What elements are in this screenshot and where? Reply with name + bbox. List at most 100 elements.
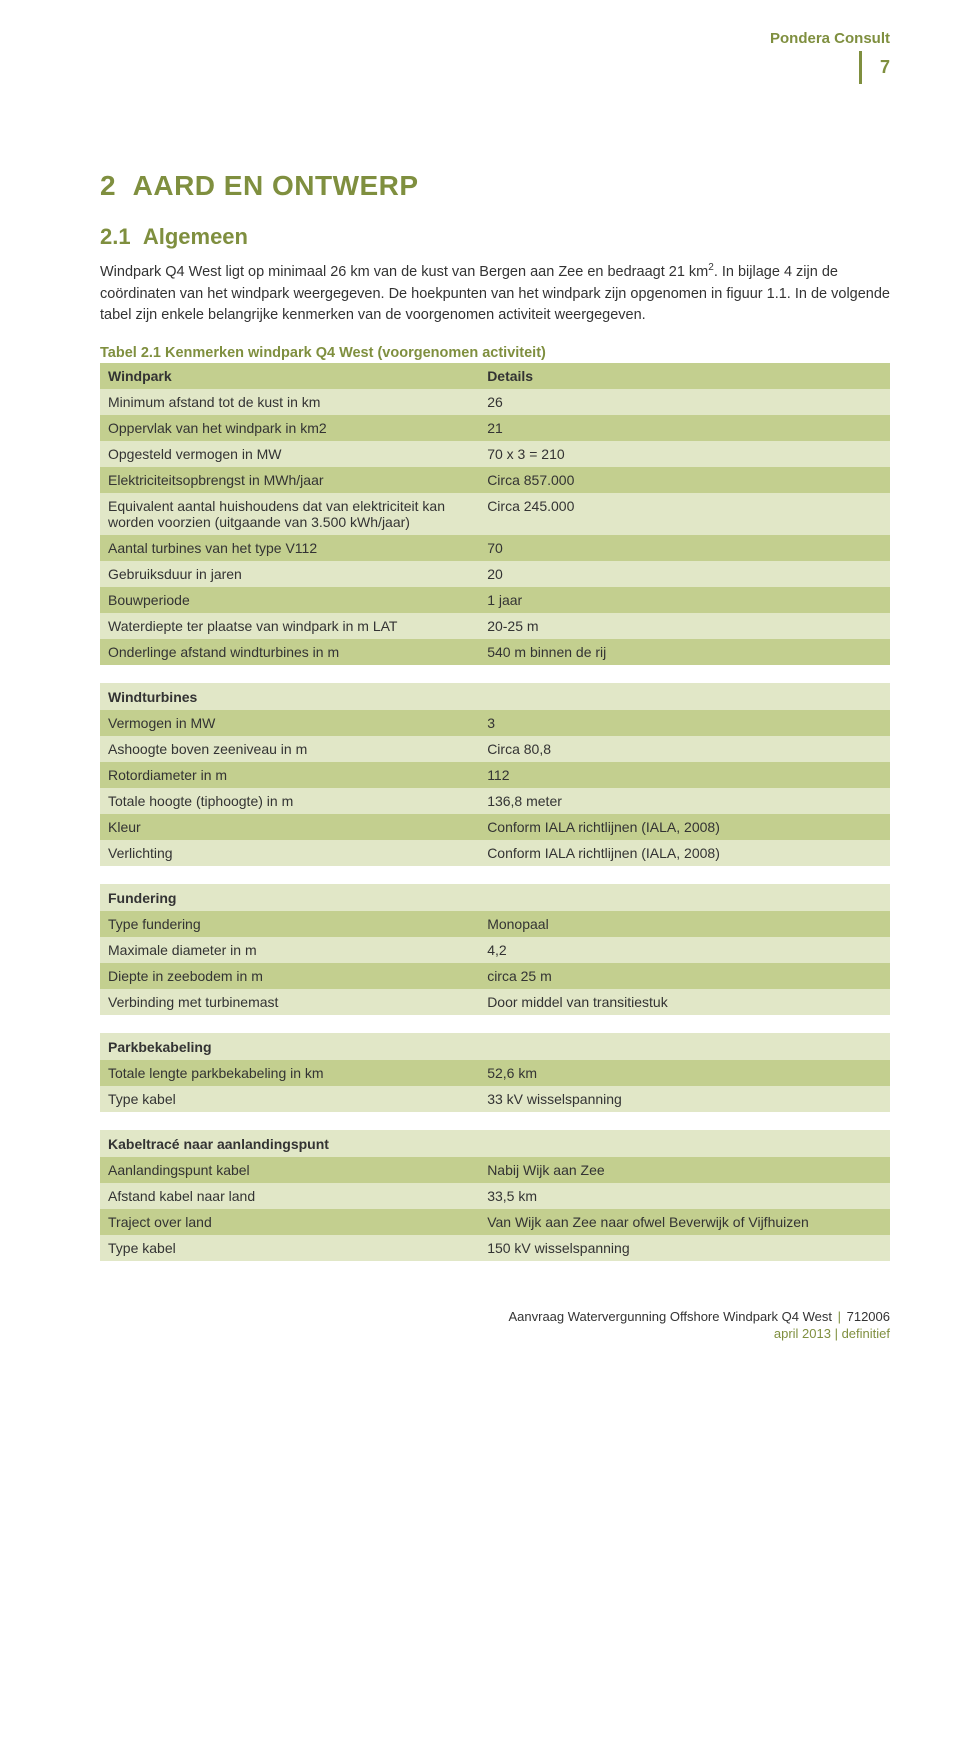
page-footer: Aanvraag Watervergunning Offshore Windpa…	[100, 1309, 890, 1341]
table-blank-row	[100, 1112, 890, 1130]
table-row: Type kabel33 kV wisselspanning	[100, 1086, 890, 1112]
table-cell-value: Circa 245.000	[479, 493, 890, 535]
table-cell-key: Elektriciteitsopbrengst in MWh/jaar	[100, 467, 479, 493]
table-blank-row	[100, 665, 890, 683]
table-cell-key: Kabeltracé naar aanlandingspunt	[100, 1130, 479, 1157]
table-cell-key: Rotordiameter in m	[100, 762, 479, 788]
table-cell-value: 70	[479, 535, 890, 561]
table-cell-key: Type fundering	[100, 911, 479, 937]
page-number: 7	[859, 51, 890, 84]
table-cell-key: Totale lengte parkbekabeling in km	[100, 1060, 479, 1086]
table-cell-key: Opgesteld vermogen in MW	[100, 441, 479, 467]
table-row: Aanlandingspunt kabelNabij Wijk aan Zee	[100, 1157, 890, 1183]
table-cell-value: Details	[479, 363, 890, 389]
table-row: Opgesteld vermogen in MW70 x 3 = 210	[100, 441, 890, 467]
table-cell-key: Diepte in zeebodem in m	[100, 963, 479, 989]
table-row: WindparkDetails	[100, 363, 890, 389]
table-row: Totale lengte parkbekabeling in km52,6 k…	[100, 1060, 890, 1086]
table-cell-value: 33 kV wisselspanning	[479, 1086, 890, 1112]
table-cell-key: Totale hoogte (tiphoogte) in m	[100, 788, 479, 814]
section-heading: 2.1 Algemeen	[100, 224, 890, 250]
table-cell-key: Maximale diameter in m	[100, 937, 479, 963]
table-row: Minimum afstand tot de kust in km26	[100, 389, 890, 415]
table-cell-value: Circa 80,8	[479, 736, 890, 762]
table-row: Ashoogte boven zeeniveau in mCirca 80,8	[100, 736, 890, 762]
table-cell-value: Conform IALA richtlijnen (IALA, 2008)	[479, 840, 890, 866]
table-row: Parkbekabeling	[100, 1033, 890, 1060]
table-row: Aantal turbines van het type V11270	[100, 535, 890, 561]
table-row: Gebruiksduur in jaren20	[100, 561, 890, 587]
table-cell-value: 3	[479, 710, 890, 736]
table-cell-key: Verlichting	[100, 840, 479, 866]
table-cell-value: Conform IALA richtlijnen (IALA, 2008)	[479, 814, 890, 840]
table-cell-key: Type kabel	[100, 1086, 479, 1112]
table-cell-key: Waterdiepte ter plaatse van windpark in …	[100, 613, 479, 639]
table-cell-value: 4,2	[479, 937, 890, 963]
table-row: Vermogen in MW3	[100, 710, 890, 736]
document-page: Pondera Consult 7 2 AARD EN ONTWERP 2.1 …	[0, 0, 960, 1371]
paragraph-1: Windpark Q4 West ligt op minimaal 26 km …	[100, 260, 890, 327]
company-name: Pondera Consult	[770, 30, 890, 47]
table-cell-value: 112	[479, 762, 890, 788]
table-cell-key: Ashoogte boven zeeniveau in m	[100, 736, 479, 762]
table-cell-key: Fundering	[100, 884, 479, 911]
table-cell-value: 21	[479, 415, 890, 441]
table-cell-key: Gebruiksduur in jaren	[100, 561, 479, 587]
footer-line-1: Aanvraag Watervergunning Offshore Windpa…	[100, 1309, 890, 1324]
footer-separator: |	[836, 1309, 843, 1324]
table-cell-key: Aanlandingspunt kabel	[100, 1157, 479, 1183]
table-row: Onderlinge afstand windturbines in m540 …	[100, 639, 890, 665]
table-cell-value: 26	[479, 389, 890, 415]
table-cell-value: 70 x 3 = 210	[479, 441, 890, 467]
table-cell-key: Onderlinge afstand windturbines in m	[100, 639, 479, 665]
table-cell-key: Aantal turbines van het type V112	[100, 535, 479, 561]
table-row: Windturbines	[100, 683, 890, 710]
table-cell-value: 52,6 km	[479, 1060, 890, 1086]
table-cell-key: Windturbines	[100, 683, 479, 710]
table-row: Maximale diameter in m4,2	[100, 937, 890, 963]
table-cell-value: 20	[479, 561, 890, 587]
table-cell-value: Circa 857.000	[479, 467, 890, 493]
paragraph-1-part1: Windpark Q4 West ligt op minimaal 26 km …	[100, 264, 708, 280]
table-cell-value	[479, 1033, 890, 1060]
table-cell-key: Windpark	[100, 363, 479, 389]
footer-doc-id: 712006	[847, 1309, 890, 1324]
table-cell-key: Oppervlak van het windpark in km2	[100, 415, 479, 441]
table-cell-value	[479, 884, 890, 911]
section-title: Algemeen	[143, 224, 248, 249]
table-row: Type kabel150 kV wisselspanning	[100, 1235, 890, 1261]
table-cell-value: 20-25 m	[479, 613, 890, 639]
chapter-title: AARD EN ONTWERP	[133, 170, 419, 201]
table-cell-key: Minimum afstand tot de kust in km	[100, 389, 479, 415]
chapter-number: 2	[100, 170, 116, 201]
table-cell-value: Nabij Wijk aan Zee	[479, 1157, 890, 1183]
table-cell-value: 1 jaar	[479, 587, 890, 613]
table-cell-value: 540 m binnen de rij	[479, 639, 890, 665]
table-row: KleurConform IALA richtlijnen (IALA, 200…	[100, 814, 890, 840]
table-caption: Tabel 2.1 Kenmerken windpark Q4 West (vo…	[100, 345, 890, 361]
table-cell-value: Monopaal	[479, 911, 890, 937]
page-content: 2 AARD EN ONTWERP 2.1 Algemeen Windpark …	[100, 170, 890, 1341]
table-cell-value: Door middel van transitiestuk	[479, 989, 890, 1015]
table-cell-key: Verbinding met turbinemast	[100, 989, 479, 1015]
chapter-heading: 2 AARD EN ONTWERP	[100, 170, 890, 202]
table-row: Fundering	[100, 884, 890, 911]
table-cell-key: Afstand kabel naar land	[100, 1183, 479, 1209]
table-row: Afstand kabel naar land33,5 km	[100, 1183, 890, 1209]
table-row: VerlichtingConform IALA richtlijnen (IAL…	[100, 840, 890, 866]
page-header: Pondera Consult 7	[770, 30, 890, 84]
table-blank-row	[100, 1015, 890, 1033]
table-cell-key: Parkbekabeling	[100, 1033, 479, 1060]
section-number: 2.1	[100, 224, 131, 249]
footer-line-2: april 2013 | definitief	[100, 1326, 890, 1341]
table-cell-value	[479, 683, 890, 710]
table-cell-value: 150 kV wisselspanning	[479, 1235, 890, 1261]
table-row: Equivalent aantal huishoudens dat van el…	[100, 493, 890, 535]
table-cell-value: 33,5 km	[479, 1183, 890, 1209]
table-row: Verbinding met turbinemastDoor middel va…	[100, 989, 890, 1015]
table-row: Rotordiameter in m112	[100, 762, 890, 788]
table-cell-key: Equivalent aantal huishoudens dat van el…	[100, 493, 479, 535]
table-cell-value: 136,8 meter	[479, 788, 890, 814]
table-row: Waterdiepte ter plaatse van windpark in …	[100, 613, 890, 639]
properties-table: WindparkDetailsMinimum afstand tot de ku…	[100, 363, 890, 1261]
